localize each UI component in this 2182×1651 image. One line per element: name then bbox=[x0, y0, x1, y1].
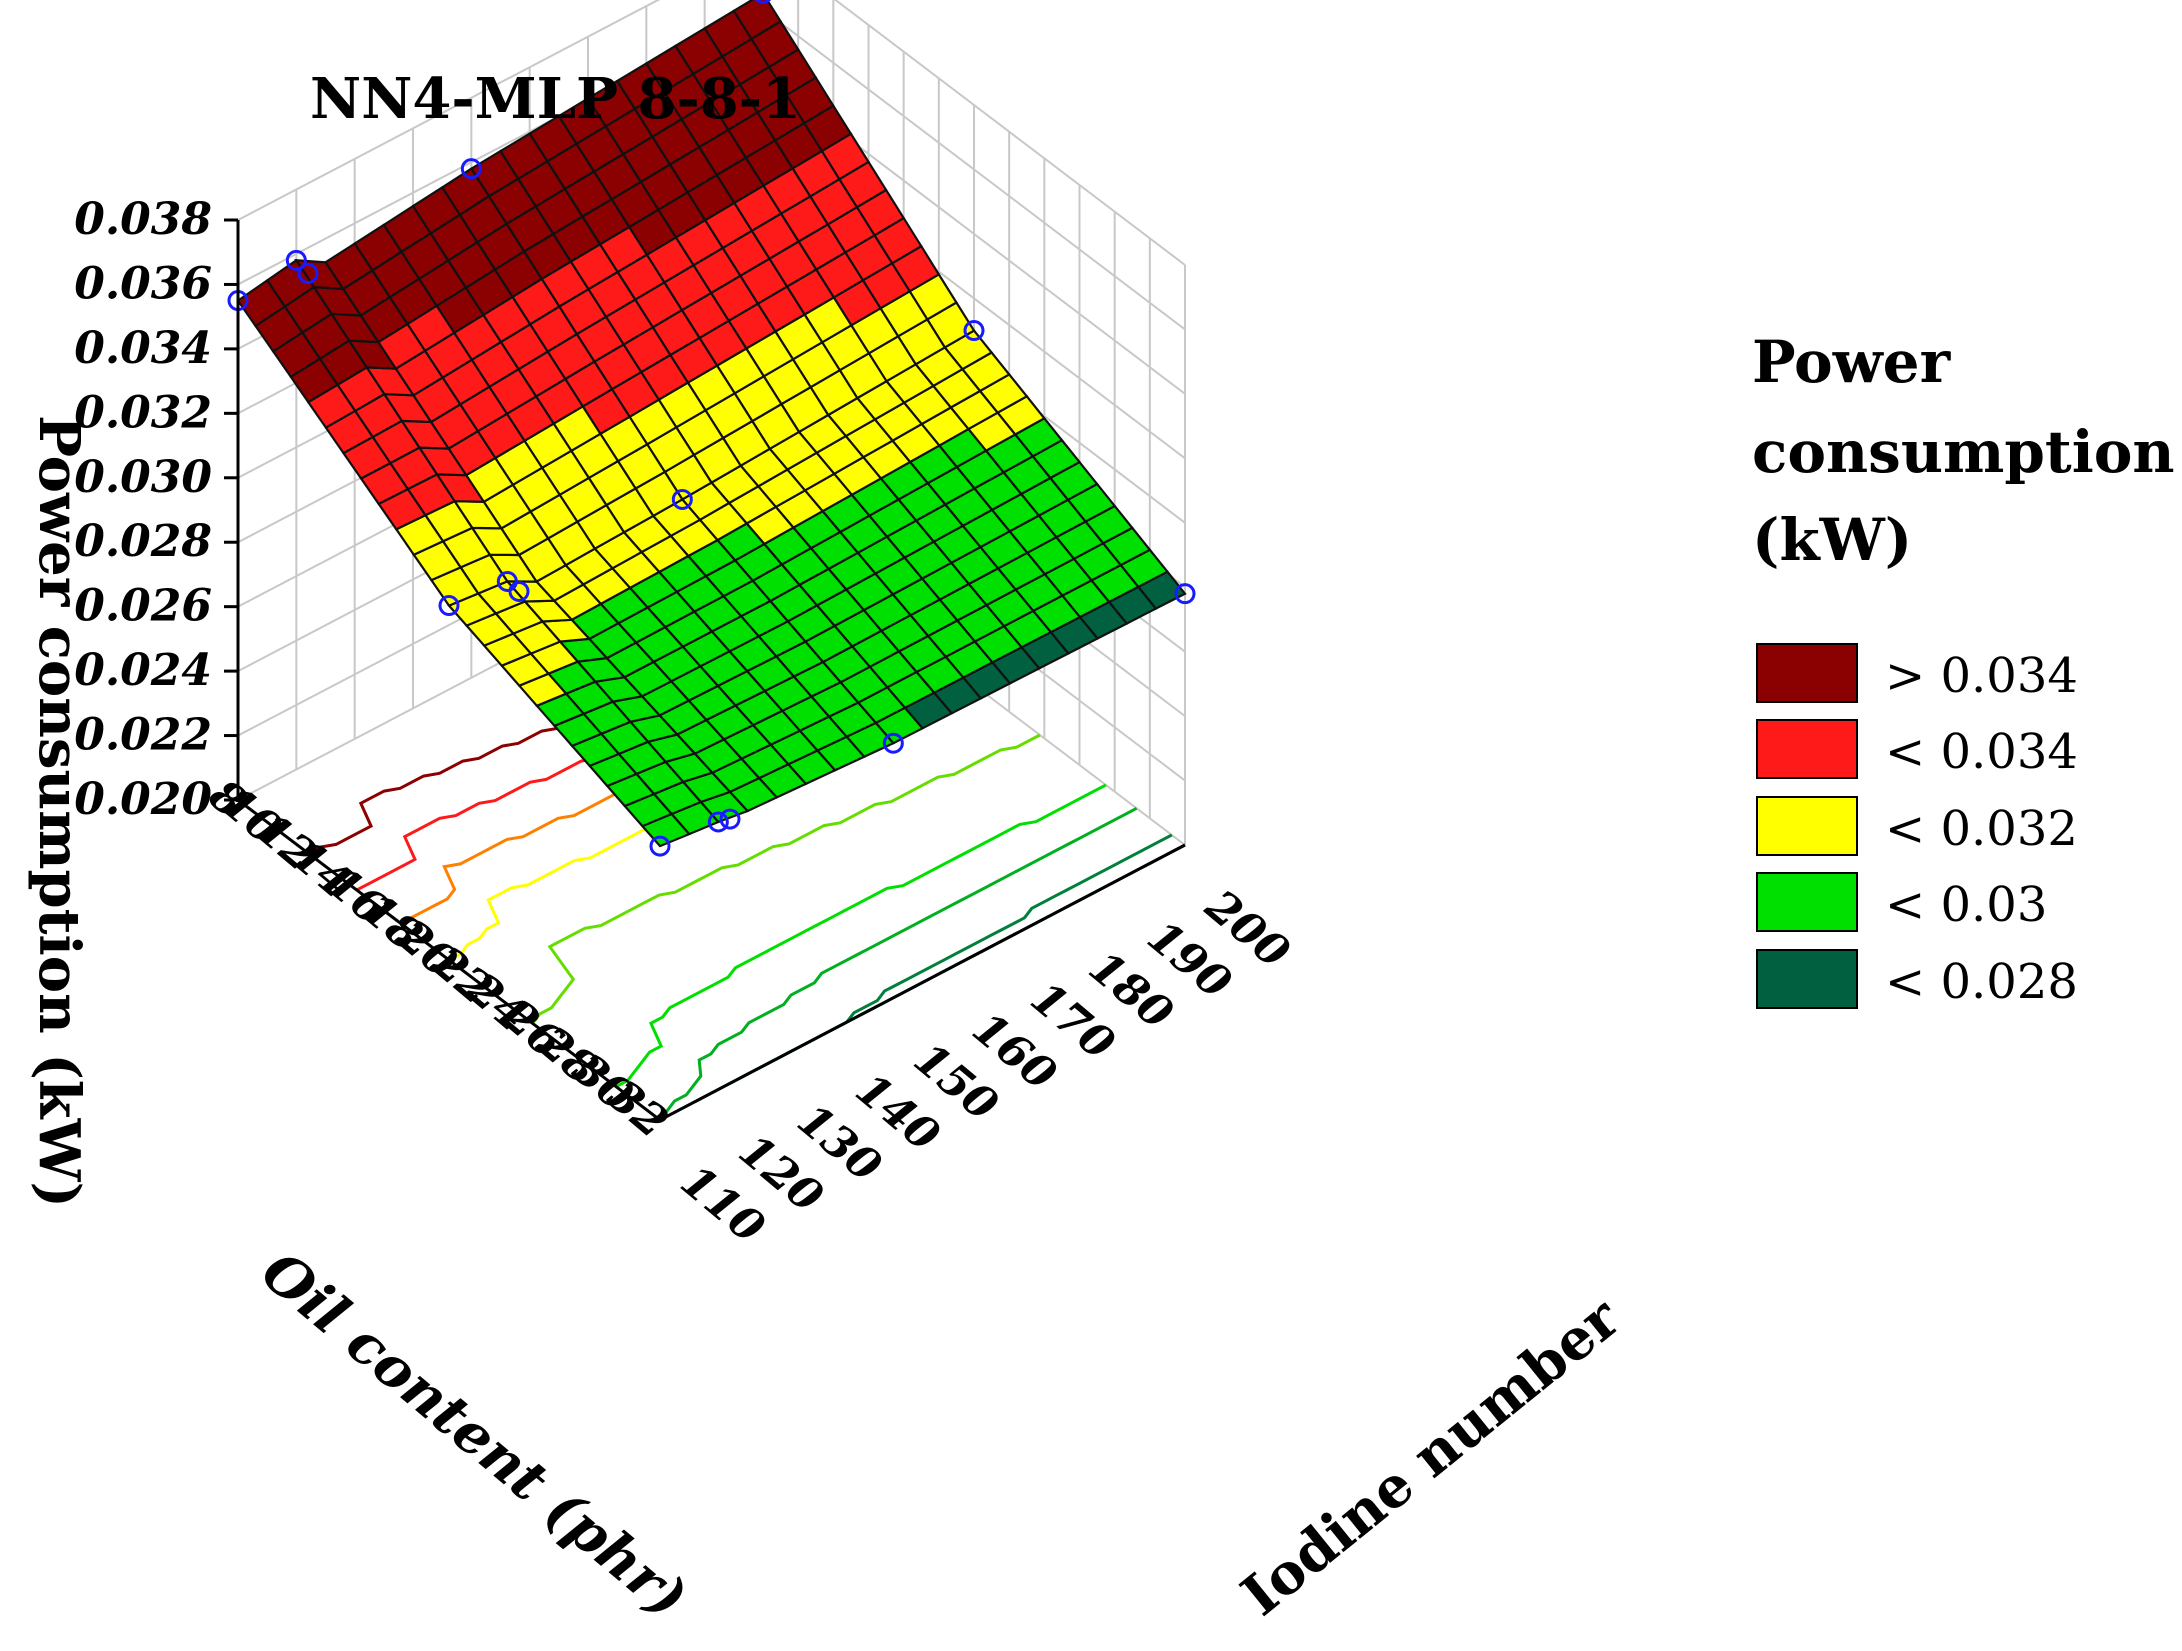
z-tick-label: 0.036 bbox=[74, 258, 212, 309]
contour-line bbox=[615, 783, 1107, 1089]
grid-line bbox=[762, 8, 1186, 331]
legend-title-line-3: (kW) bbox=[1752, 506, 1912, 574]
x-axis-line bbox=[237, 798, 661, 1122]
contour-line bbox=[531, 733, 1041, 1025]
grid-line bbox=[833, 0, 1186, 266]
legend-label-lt-0028: < 0.028 bbox=[1885, 954, 2078, 1010]
data-point bbox=[1174, 583, 1196, 605]
legend-title-line-2: consumption bbox=[1752, 418, 2175, 486]
grid-line bbox=[237, 0, 661, 221]
data-point bbox=[285, 249, 307, 271]
axes bbox=[236, 220, 1186, 1122]
legend-swatch-lt-0032 bbox=[1756, 796, 1858, 856]
data-point bbox=[297, 263, 319, 285]
data-point bbox=[707, 811, 729, 833]
legend-swatch-lt-0028 bbox=[1756, 949, 1858, 1009]
legend-title-line-1: Power bbox=[1752, 328, 1952, 396]
z-tick-label: 0.024 bbox=[74, 645, 212, 696]
surface-mesh bbox=[236, 0, 1187, 848]
contour-line bbox=[658, 806, 1138, 1121]
data-point bbox=[754, 0, 772, 4]
z-tick-label: 0.034 bbox=[74, 323, 212, 374]
z-tick-label: 0.028 bbox=[74, 516, 212, 567]
data-point bbox=[508, 580, 530, 602]
data-points bbox=[227, 0, 1196, 857]
z-tick-label: 0.022 bbox=[74, 710, 212, 761]
z-axis-label: Power consumption (kW) bbox=[26, 415, 92, 1208]
legend: Power consumption (kW) > 0.034 < 0.034 <… bbox=[1752, 328, 2175, 1010]
data-point bbox=[460, 158, 482, 180]
x-axis-label: Oil content (phr) bbox=[249, 1238, 700, 1631]
y-axis-line bbox=[659, 843, 1186, 1122]
legend-swatch-lt-003 bbox=[1756, 872, 1858, 932]
z-tick-label: 0.032 bbox=[74, 387, 212, 438]
data-point bbox=[438, 595, 460, 617]
legend-label-lt-003: < 0.03 bbox=[1885, 877, 2047, 933]
z-tick-label: 0.038 bbox=[74, 194, 212, 245]
data-point bbox=[649, 835, 671, 857]
z-tick-label: 0.020 bbox=[74, 774, 212, 825]
surface-cell bbox=[236, 278, 287, 328]
data-point bbox=[882, 732, 904, 754]
z-tick-label: 0.030 bbox=[74, 452, 212, 503]
legend-swatch-gt-0034 bbox=[1756, 643, 1858, 703]
legend-swatch-lt-0034 bbox=[1756, 719, 1858, 779]
legend-label-gt-0034: > 0.034 bbox=[1885, 648, 2078, 704]
y-axis-label: Iodine number bbox=[1229, 1284, 1633, 1629]
data-point bbox=[671, 488, 693, 510]
chart-title: NN4-MLP 8-8-1 bbox=[310, 66, 801, 132]
data-point bbox=[963, 320, 985, 342]
legend-label-lt-0034: < 0.034 bbox=[1885, 724, 2078, 780]
z-tick-label: 0.026 bbox=[74, 581, 212, 632]
legend-label-lt-0032: < 0.032 bbox=[1885, 801, 2078, 857]
data-point bbox=[719, 808, 741, 830]
